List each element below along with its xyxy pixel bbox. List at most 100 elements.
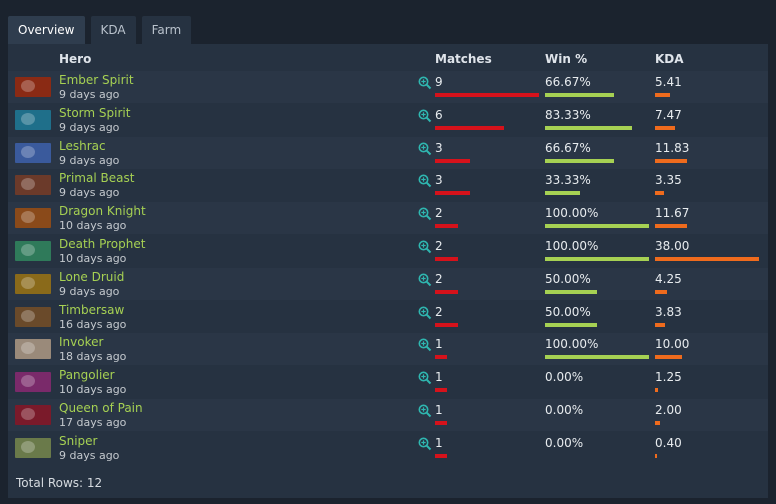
magnifier-plus-icon[interactable] bbox=[418, 142, 432, 156]
tab-kda[interactable]: KDA bbox=[90, 16, 136, 44]
win-rate-bar bbox=[545, 224, 649, 229]
win-rate-bar bbox=[545, 355, 649, 360]
magnifier-plus-icon[interactable] bbox=[418, 240, 432, 254]
hero-avatar bbox=[15, 437, 51, 458]
table-row[interactable]: Queen of Pain 17 days ago 1 0.00% 2.00 bbox=[8, 399, 768, 431]
last-played: 9 days ago bbox=[59, 186, 120, 200]
win-rate-value: 66.67% bbox=[545, 140, 591, 155]
last-played: 17 days ago bbox=[59, 416, 127, 429]
kda-value: 1.25 bbox=[655, 370, 682, 385]
win-rate-bar bbox=[545, 191, 580, 196]
win-rate-bar bbox=[545, 125, 632, 130]
matches-bar bbox=[435, 125, 505, 130]
table-row[interactable]: Sniper 9 days ago 1 0.00% 0.40 bbox=[8, 432, 768, 464]
magnifier-plus-icon[interactable] bbox=[418, 207, 432, 221]
column-header-matches[interactable]: Matches bbox=[435, 52, 492, 66]
matches-value: 2 bbox=[435, 239, 443, 253]
table-row[interactable]: Death Prophet 10 days ago 2 100.00% 38.00 bbox=[8, 235, 768, 267]
table-row[interactable]: Storm Spirit 9 days ago 6 83.33% 7.47 bbox=[8, 104, 768, 136]
matches-bar bbox=[435, 224, 459, 229]
magnifier-plus-icon[interactable] bbox=[418, 338, 432, 352]
magnifier-plus-icon[interactable] bbox=[418, 371, 432, 385]
kda-bar bbox=[655, 453, 657, 458]
table-row[interactable]: Dragon Knight 10 days ago 2 100.00% 11.67 bbox=[8, 202, 768, 235]
hero-name[interactable]: Leshrac bbox=[59, 138, 106, 153]
column-header-hero[interactable]: Hero bbox=[59, 52, 92, 66]
win-rate-value: 0.00% bbox=[545, 435, 584, 450]
hero-name[interactable]: Lone Druid bbox=[59, 269, 125, 284]
win-rate-value: 33.33% bbox=[545, 173, 591, 188]
last-played: 9 days ago bbox=[59, 120, 120, 134]
matches-value: 3 bbox=[435, 173, 443, 188]
hero-avatar bbox=[15, 77, 51, 97]
hero-name[interactable]: Timbersaw bbox=[59, 302, 125, 317]
tab-overview[interactable]: Overview bbox=[8, 16, 85, 44]
kda-value: 7.47 bbox=[655, 107, 682, 122]
hero-name[interactable]: Dragon Knight bbox=[59, 204, 146, 219]
hero-name[interactable]: Sniper bbox=[59, 433, 98, 448]
column-header-kda[interactable]: KDA bbox=[655, 52, 684, 66]
hero-name[interactable]: Death Prophet bbox=[59, 237, 146, 251]
matches-bar bbox=[435, 289, 459, 294]
table-row[interactable]: Ember Spirit 9 days ago 9 66.67% 5.41 bbox=[8, 71, 768, 103]
matches-value: 2 bbox=[435, 304, 443, 319]
matches-value: 1 bbox=[435, 403, 443, 417]
hero-avatar bbox=[15, 372, 51, 393]
hero-name[interactable]: Pangolier bbox=[59, 368, 115, 383]
table-row[interactable]: Pangolier 10 days ago 1 0.00% 1.25 bbox=[8, 366, 768, 398]
table-row[interactable]: Leshrac 9 days ago 3 66.67% 11.83 bbox=[8, 136, 768, 169]
kda-bar bbox=[655, 191, 665, 196]
magnifier-plus-icon[interactable] bbox=[418, 404, 432, 418]
magnifier-plus-icon[interactable] bbox=[418, 76, 432, 90]
magnifier-plus-icon[interactable] bbox=[418, 306, 432, 320]
win-rate-bar bbox=[545, 322, 597, 327]
kda-bar bbox=[655, 125, 676, 130]
hero-name[interactable]: Ember Spirit bbox=[59, 73, 134, 87]
magnifier-plus-icon[interactable] bbox=[418, 109, 432, 123]
matches-bar bbox=[435, 93, 539, 97]
kda-value: 11.83 bbox=[655, 140, 690, 155]
win-rate-value: 100.00% bbox=[545, 337, 599, 352]
last-played: 10 days ago bbox=[59, 383, 127, 397]
kda-bar bbox=[655, 289, 667, 294]
tab-farm[interactable]: Farm bbox=[141, 16, 192, 44]
kda-bar bbox=[655, 322, 666, 327]
hero-avatar bbox=[15, 109, 51, 130]
hero-avatar bbox=[15, 405, 51, 425]
hero-name[interactable]: Storm Spirit bbox=[59, 105, 131, 120]
kda-value: 5.41 bbox=[655, 75, 682, 89]
last-played: 9 days ago bbox=[59, 153, 120, 167]
kda-bar bbox=[655, 355, 683, 360]
kda-value: 2.00 bbox=[655, 403, 682, 417]
matches-value: 3 bbox=[435, 140, 443, 155]
matches-value: 9 bbox=[435, 75, 443, 89]
column-header-win[interactable]: Win % bbox=[545, 52, 588, 66]
table-row[interactable]: Lone Druid 9 days ago 2 50.00% 4.25 bbox=[8, 267, 768, 300]
last-played: 9 days ago bbox=[59, 284, 120, 298]
win-rate-value: 0.00% bbox=[545, 370, 584, 385]
matches-bar bbox=[435, 355, 447, 360]
table-row[interactable]: Primal Beast 9 days ago 3 33.33% 3.35 bbox=[8, 169, 768, 201]
hero-name[interactable]: Primal Beast bbox=[59, 171, 135, 186]
table-row[interactable]: Timbersaw 16 days ago 2 50.00% 3.83 bbox=[8, 301, 768, 333]
kda-value: 3.35 bbox=[655, 173, 682, 188]
magnifier-plus-icon[interactable] bbox=[418, 273, 432, 287]
magnifier-plus-icon[interactable] bbox=[418, 437, 432, 451]
tab-bar: Overview KDA Farm bbox=[8, 16, 192, 44]
matches-value: 2 bbox=[435, 271, 443, 286]
last-played: 18 days ago bbox=[59, 350, 127, 364]
hero-avatar bbox=[15, 208, 51, 229]
magnifier-plus-icon[interactable] bbox=[418, 174, 432, 188]
matches-bar bbox=[435, 191, 470, 196]
win-rate-value: 100.00% bbox=[545, 239, 599, 253]
table-row[interactable]: Invoker 18 days ago 1 100.00% 10.00 bbox=[8, 333, 768, 366]
kda-bar bbox=[655, 158, 688, 163]
hero-name[interactable]: Invoker bbox=[59, 335, 104, 350]
hero-name[interactable]: Queen of Pain bbox=[59, 401, 143, 415]
hero-stats-table: Hero Matches Win % KDA Ember Spirit 9 day… bbox=[8, 44, 768, 498]
win-rate-bar bbox=[545, 257, 649, 261]
kda-bar bbox=[655, 257, 759, 261]
hero-avatar bbox=[15, 142, 51, 163]
hero-avatar bbox=[15, 175, 51, 196]
matches-bar bbox=[435, 453, 447, 458]
